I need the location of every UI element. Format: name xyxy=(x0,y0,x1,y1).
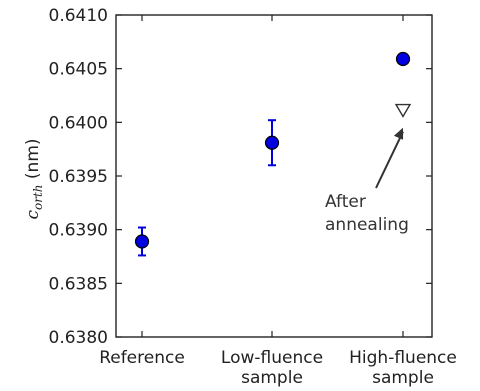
plot-area xyxy=(115,14,433,338)
annotation-arrow xyxy=(375,131,404,189)
data-point xyxy=(395,51,411,67)
annotation-text: After annealing xyxy=(325,192,409,235)
y-axis-label-unit: (nm) xyxy=(23,138,43,184)
y-axis-label: corth (nm) xyxy=(23,138,45,219)
y-tick-label: 0.6410 xyxy=(49,6,108,26)
x-tick-label: Reference xyxy=(99,348,185,368)
annotation-arrowhead xyxy=(393,127,404,140)
x-tick-label: High-fluence sample xyxy=(349,348,457,388)
x-axis: Reference Low-fluence sample High-fluence sa… xyxy=(99,15,457,388)
y-tick-label: 0.6390 xyxy=(49,221,108,241)
data-point xyxy=(134,234,150,249)
plot-frame xyxy=(115,14,433,338)
y-tick-label: 0.6400 xyxy=(49,113,108,133)
data-point xyxy=(264,135,280,150)
y-axis-label-symbol: c xyxy=(23,210,43,220)
y-tick-label: 0.6405 xyxy=(49,60,108,80)
annotation: After annealing xyxy=(325,127,409,235)
y-axis: 0.6380 0.6385 0.6390 0.6395 0.6400 0.6405 0.64… xyxy=(49,6,432,348)
y-tick-label: 0.6395 xyxy=(49,167,108,187)
y-axis-label-subscript: orth xyxy=(31,184,45,210)
data-marks xyxy=(134,51,412,257)
y-tick-label: 0.6385 xyxy=(49,274,108,294)
x-tick-label: Low-fluence sample xyxy=(221,348,323,388)
annealed-point xyxy=(394,103,412,118)
y-tick-label: 0.6380 xyxy=(49,328,108,348)
